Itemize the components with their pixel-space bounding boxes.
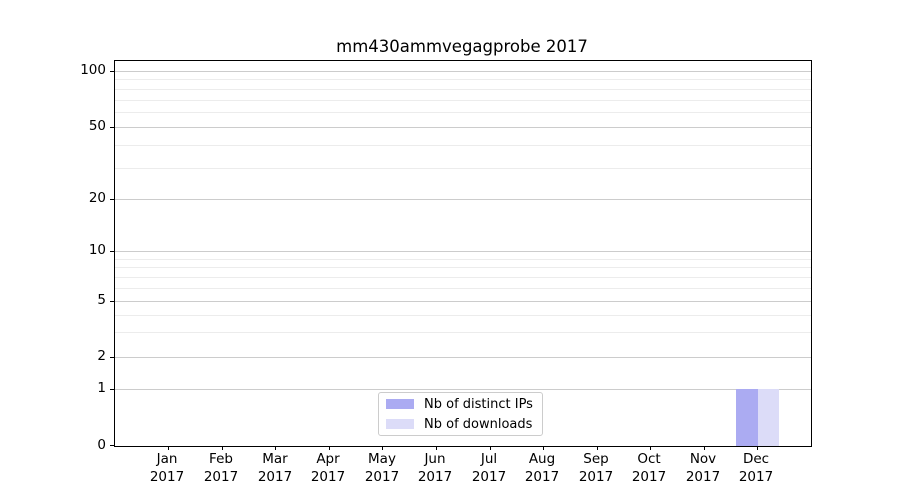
x-tick-month: Nov [689,451,717,467]
x-tickmark [650,446,651,450]
major-gridline-100 [115,71,811,72]
major-gridline-1 [115,389,811,390]
minor-gridline [115,100,811,101]
x-tick-month: Apr [316,451,340,467]
chart-title: mm430ammvegagprobe 2017 [336,37,588,56]
legend-box: Nb of distinct IPs Nb of downloads [378,392,543,436]
x-tick-year: 2017 [417,468,453,485]
x-tick-month: May [368,451,396,467]
x-tickmark [757,446,758,450]
y-tick-label: 20 [88,190,106,206]
y-tick-label: 100 [80,62,106,78]
x-tick-label: Sep 2017 [569,451,623,486]
x-tick-year: 2017 [738,468,774,485]
x-tick-year: 2017 [471,468,507,485]
minor-gridline [115,288,811,289]
minor-gridline [115,315,811,316]
plot-area [110,60,812,450]
y-tickmark [110,127,115,128]
major-gridline-2 [115,357,811,358]
major-gridline-5 [115,301,811,302]
minor-gridline [115,267,811,268]
y-tickmark [110,357,115,358]
legend-swatch-downloads [386,419,414,429]
y-tickmark [110,301,115,302]
x-tickmark [704,446,705,450]
y-tick-label: 50 [88,118,106,134]
x-tickmark [275,446,276,450]
x-tick-year: 2017 [257,468,293,485]
x-tick-year: 2017 [578,468,614,485]
x-tick-year: 2017 [685,468,721,485]
minor-gridline [115,277,811,278]
x-tick-month: Sep [583,451,609,467]
y-tick-label: 1 [97,380,106,396]
x-tick-year: 2017 [310,468,346,485]
x-tick-label: Jul 2017 [462,451,516,486]
x-tickmark [597,446,598,450]
x-tick-label: Jun 2017 [408,451,462,486]
minor-gridline [115,145,811,146]
x-tick-label: Nov 2017 [676,451,730,486]
legend-label: Nb of distinct IPs [424,396,533,412]
x-tickmark [168,446,169,450]
x-tickmark [382,446,383,450]
x-tick-month: Dec [742,451,770,467]
x-tick-label: Jan 2017 [140,451,194,486]
x-tick-year: 2017 [524,468,560,485]
x-tick-label: Aug 2017 [515,451,569,486]
x-tick-label: Mar 2017 [248,451,302,486]
y-tick-label: 0 [97,437,106,453]
x-tickmark [543,446,544,450]
x-tick-year: 2017 [364,468,400,485]
y-tickmark [110,251,115,252]
major-gridline-50 [115,127,811,128]
x-tick-month: Jan [156,451,178,467]
legend-item-downloads: Nb of downloads [386,416,534,433]
x-tick-month: Mar [262,451,288,467]
legend-item-distinct-ips: Nb of distinct IPs [386,396,534,413]
minor-gridline [115,79,811,80]
x-tick-year: 2017 [203,468,239,485]
x-tick-label: May 2017 [355,451,409,486]
x-tick-month: Jun [424,451,446,467]
bar-distinct-ips-dec [736,389,758,446]
bar-downloads-dec [757,389,779,446]
x-tick-month: Oct [637,451,661,467]
y-tick-label: 2 [97,348,106,364]
minor-gridline [115,89,811,90]
major-gridline-10 [115,251,811,252]
x-tick-month: Aug [528,451,556,467]
x-tick-label: Oct 2017 [622,451,676,486]
x-tick-year: 2017 [631,468,667,485]
minor-gridline [115,259,811,260]
minor-gridline [115,168,811,169]
major-gridline-20 [115,199,811,200]
y-tick-label: 5 [97,292,106,308]
x-tickmark [436,446,437,450]
x-tick-label: Dec 2017 [729,451,783,486]
y-tickmark [110,71,115,72]
y-tick-label: 10 [88,242,106,258]
x-tickmark [222,446,223,450]
x-tick-month: Jul [480,451,498,467]
legend-swatch-distinct-ips [386,399,414,409]
x-tick-label: Apr 2017 [301,451,355,486]
y-tickmark [110,389,115,390]
x-tick-label: Feb 2017 [194,451,248,486]
y-tickmark [110,199,115,200]
legend-label: Nb of downloads [424,416,533,432]
x-tickmark [490,446,491,450]
x-tick-month: Feb [209,451,233,467]
y-tickmark [110,445,115,446]
x-tick-year: 2017 [149,468,185,485]
minor-gridline [115,112,811,113]
x-tickmark [329,446,330,450]
minor-gridline [115,332,811,333]
